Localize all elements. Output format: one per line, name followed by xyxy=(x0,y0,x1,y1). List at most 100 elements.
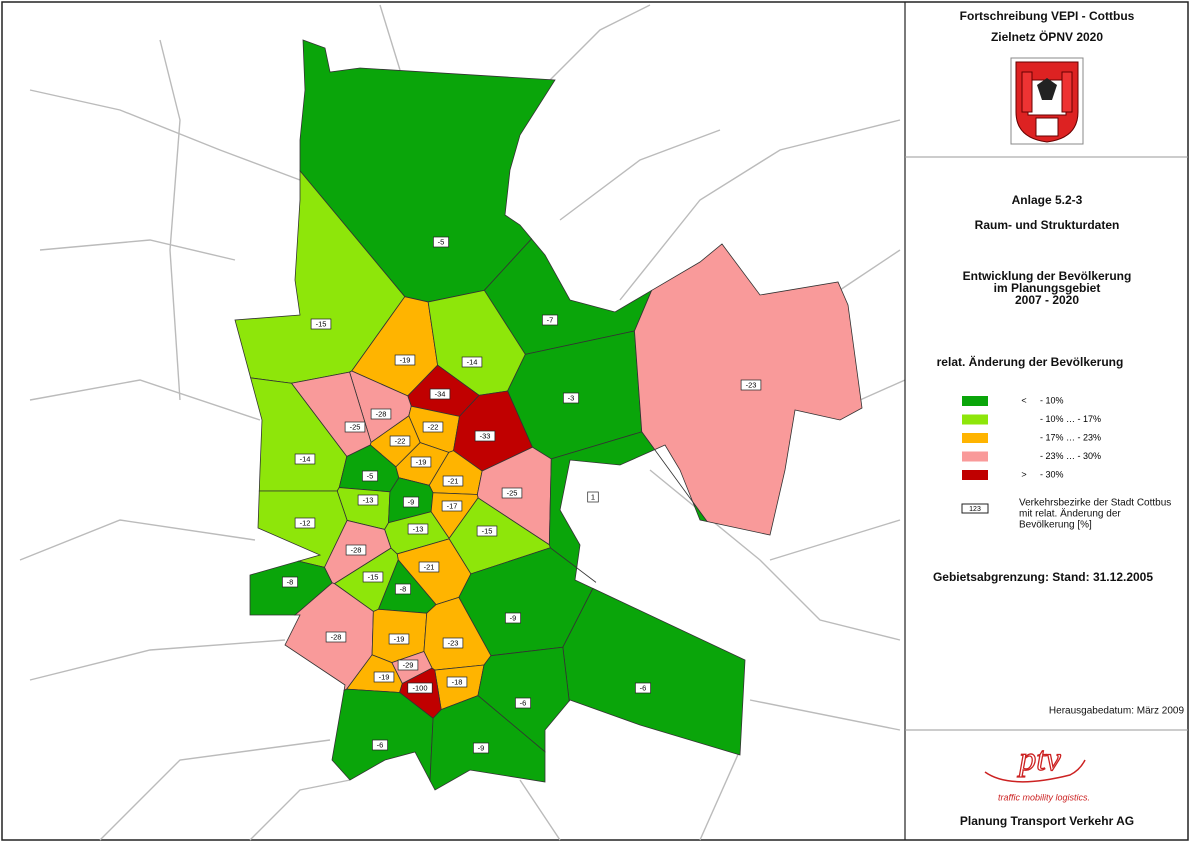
district-label: -12 xyxy=(300,518,311,527)
district-label: -6 xyxy=(377,740,384,749)
district-label: -14 xyxy=(467,357,478,366)
district-label: -100 xyxy=(412,683,427,692)
district-label: -8 xyxy=(287,577,294,586)
district-label-box xyxy=(282,576,298,588)
district-label-box xyxy=(344,421,366,433)
district-label-box xyxy=(410,456,432,468)
district-label-box xyxy=(501,487,523,499)
district-label: -22 xyxy=(395,436,406,445)
district-label-box xyxy=(395,583,411,595)
legend-swatch xyxy=(962,433,988,443)
district-label-box xyxy=(370,408,392,420)
district-label-box xyxy=(372,739,388,751)
legend-swatch xyxy=(962,451,988,462)
district-label: -33 xyxy=(480,431,491,440)
district-label: -28 xyxy=(351,545,362,554)
district-label-box xyxy=(388,633,410,645)
district-label-box xyxy=(442,637,464,649)
district-label: -19 xyxy=(379,672,390,681)
district-label: -5 xyxy=(438,237,445,246)
legend-symbol: < xyxy=(1021,395,1026,405)
coat-of-arms xyxy=(1010,57,1084,145)
annex: Anlage 5.2-3 xyxy=(1012,193,1083,207)
district-label-box xyxy=(542,314,558,326)
legend-label: - 23% … - 30% xyxy=(1040,451,1101,461)
district xyxy=(548,431,709,583)
district-label-box xyxy=(345,544,367,556)
district-label-box xyxy=(407,523,429,535)
legend: < - 10% - 10% … - 17% - 17% … - 23% - 23% … … xyxy=(962,395,1101,480)
district-label-box xyxy=(362,571,384,583)
district-label: -19 xyxy=(416,457,427,466)
district-label-box xyxy=(433,236,449,248)
legend-label: - 10% xyxy=(1040,395,1064,405)
company: Planung Transport Verkehr AG xyxy=(960,814,1134,828)
district-label: -19 xyxy=(400,355,411,364)
district-label-box xyxy=(587,491,599,503)
district-label: -14 xyxy=(300,454,311,463)
district-label-box xyxy=(310,318,332,330)
district-label: -23 xyxy=(448,638,459,647)
district-label: -25 xyxy=(350,422,361,431)
district-label: -28 xyxy=(376,409,387,418)
district-label-box xyxy=(473,742,489,754)
district-label: -9 xyxy=(510,613,517,622)
district-label: -15 xyxy=(316,319,327,328)
district-label-box xyxy=(394,354,416,366)
district-label: -34 xyxy=(435,389,446,398)
district-label: -15 xyxy=(482,526,493,535)
legend-symbol: > xyxy=(1021,469,1026,479)
district-label: -5 xyxy=(367,471,374,480)
district-label-box xyxy=(446,676,468,688)
district-label-box xyxy=(505,612,521,624)
district-label-box xyxy=(362,470,378,482)
district-label: -21 xyxy=(424,562,435,571)
district-label-box xyxy=(325,631,347,643)
map-title: Entwicklung der Bevölkerung xyxy=(963,269,1132,283)
legend-label: - 30% xyxy=(1040,469,1064,479)
legend-box-sample: 123 xyxy=(969,506,981,513)
legend-box-text: mit relat. Änderung der xyxy=(1019,508,1121,520)
legend-swatch xyxy=(962,414,988,425)
district-label: -23 xyxy=(746,380,757,389)
district-label-box xyxy=(418,561,440,573)
district-label: -13 xyxy=(363,495,374,504)
legend-swatch xyxy=(962,470,988,480)
district-label: -6 xyxy=(520,698,527,707)
district-label-box xyxy=(635,682,651,694)
district-label: -9 xyxy=(408,497,415,506)
ptv-logo: ptv traffic mobility logistics. xyxy=(984,740,1090,802)
legend-box-text: Verkehrsbezirke der Stadt Cottbus xyxy=(1019,498,1171,509)
legend-label: - 10% … - 17% xyxy=(1040,414,1101,424)
district-label-box xyxy=(563,392,579,404)
district-label-box xyxy=(740,379,762,391)
district-label: -29 xyxy=(403,660,414,669)
map-title: 2007 - 2020 xyxy=(1015,293,1079,307)
map-title: im Planungsgebiet xyxy=(994,281,1101,295)
district-label: -25 xyxy=(507,488,518,497)
roads xyxy=(19,4,906,841)
legend-title: relat. Änderung der Bevölkerung xyxy=(937,354,1124,369)
legend-box xyxy=(961,503,989,514)
district-label-box xyxy=(294,517,316,529)
district-label-box xyxy=(397,659,419,671)
district xyxy=(331,688,434,782)
district-label-box xyxy=(422,421,444,433)
legend-label: - 17% … - 23% xyxy=(1040,432,1101,442)
district-label: -9 xyxy=(478,743,485,752)
district-label-box xyxy=(476,525,498,537)
logo-mark: ptv xyxy=(1017,741,1061,778)
district-label-box xyxy=(373,671,395,683)
district xyxy=(299,39,556,303)
district-label-box xyxy=(294,453,316,465)
district-label-box xyxy=(429,388,451,400)
district-label-box xyxy=(442,475,464,487)
district-label-box xyxy=(441,500,463,512)
district-label: 1 xyxy=(591,492,595,501)
district-label: -6 xyxy=(640,683,647,692)
district-labels: -5 -15 -7 -19 -14 -34 -3 -23 -28 -25 -22 -22 -33 -14 -… xyxy=(282,236,762,754)
district-label: -15 xyxy=(368,572,379,581)
district-label-box xyxy=(403,496,419,508)
